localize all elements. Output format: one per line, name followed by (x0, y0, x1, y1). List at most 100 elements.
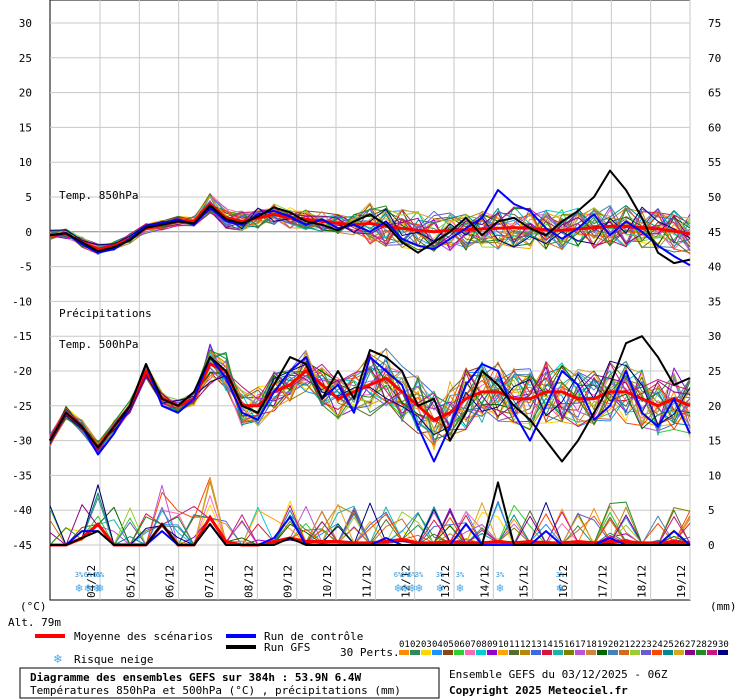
member-swatch (509, 650, 519, 655)
right-tick-label: 5 (708, 504, 715, 517)
member-swatch (553, 650, 563, 655)
left-tick-label: -15 (12, 330, 32, 343)
member-precip-line (50, 506, 691, 546)
snow-risk-percent: 6% (84, 571, 93, 579)
member-t850-line (49, 200, 691, 251)
member-swatch (520, 650, 530, 655)
member-swatch (421, 650, 431, 655)
member-swatch (586, 650, 596, 655)
member-number: 04 (432, 640, 443, 650)
date-label: 08/12 (242, 565, 255, 598)
member-precip-line (50, 477, 691, 546)
label-temp-500: Temp. 500hPa (59, 338, 138, 351)
member-number: 21 (619, 640, 630, 650)
date-label: 09/12 (282, 565, 295, 598)
member-swatch (641, 650, 651, 655)
member-number: 17 (575, 640, 586, 650)
member-number: 22 (630, 640, 641, 650)
member-swatch (410, 650, 420, 655)
snowflake-icon: ❄ (556, 581, 563, 595)
left-tick-label: 25 (19, 52, 32, 65)
snow-risk-percent: 3% (75, 571, 84, 579)
member-swatch (707, 650, 717, 655)
snow-risk-percent: 3% (556, 571, 565, 579)
snow-risk-percent: 3% (415, 571, 424, 579)
member-swatch (531, 650, 541, 655)
member-swatch (465, 650, 475, 655)
left-tick-label: -40 (12, 504, 32, 517)
left-tick-label: 5 (25, 191, 32, 204)
legend-control-label: Run de contrôle (264, 630, 363, 643)
right-tick-label: 60 (708, 121, 721, 134)
member-number: 10 (498, 640, 509, 650)
snowflake-icon: ❄ (53, 652, 62, 667)
title-box (19, 667, 440, 699)
left-tick-label: -5 (19, 261, 32, 274)
left-axis-ticks: 30 25 20 15 10 5 0 -5 -10 -15 -20 -25 -30 -35 -40 -45 (12, 17, 32, 552)
member-swatch (608, 650, 618, 655)
right-tick-label: 25 (708, 365, 721, 378)
series-t850-2 (49, 169, 691, 265)
legend-mean-label: Moyenne des scénarios (74, 630, 213, 643)
member-color-legend: 01 02 03 04 05 06 07 08 09 10 11 12 13 14 15 16 17 18 19 20… (399, 640, 729, 655)
member-swatch (432, 650, 442, 655)
member-number: 20 (608, 640, 619, 650)
snowflake-icon: ❄ (75, 581, 82, 595)
snowflake-icon: ❄ (394, 581, 401, 595)
legend-snow-label: Risque neige (74, 653, 153, 666)
member-number: 28 (696, 640, 707, 650)
member-swatch (619, 650, 629, 655)
member-number: 29 (707, 640, 718, 650)
member-swatch (443, 650, 453, 655)
member-precip-line (49, 500, 691, 546)
member-swatch (564, 650, 574, 655)
right-tick-label: 40 (708, 261, 721, 274)
left-tick-label: -25 (12, 400, 32, 413)
snow-risk-percent: 3% (436, 571, 445, 579)
member-swatch (487, 650, 497, 655)
member-number: 03 (421, 640, 432, 650)
legend: Moyenne des scénarios Run de contrôle Ru… (35, 630, 400, 667)
left-tick-label: -20 (12, 365, 32, 378)
left-tick-label: -10 (12, 295, 32, 308)
member-swatch (476, 650, 486, 655)
right-tick-label: 55 (708, 156, 721, 169)
member-number: 14 (542, 640, 553, 650)
snowflake-icon: ❄ (408, 581, 415, 595)
member-precip-line (50, 492, 691, 546)
main-series-lines (48, 169, 691, 547)
snow-risk-percent: 3% (456, 571, 465, 579)
date-label: 06/12 (164, 565, 177, 598)
date-label: 13/12 (439, 565, 452, 598)
altitude: Alt. 79m (8, 616, 61, 629)
left-tick-label: 0 (25, 226, 32, 239)
chart-title: Diagramme des ensembles GEFS sur 384h : … (30, 671, 362, 684)
grid (49, 0, 691, 601)
snow-risk-percent: 6% (408, 571, 417, 579)
member-number: 25 (663, 640, 674, 650)
member-t850-line (49, 203, 691, 248)
legend-gfs-label: Run GFS (264, 641, 310, 654)
right-tick-label: 10 (708, 469, 721, 482)
member-t500-line (49, 350, 691, 445)
member-precip-line (50, 478, 691, 546)
member-number: 11 (509, 640, 520, 650)
member-number: 06 (454, 640, 465, 650)
member-number: 01 (399, 640, 410, 650)
right-tick-label: 0 (708, 539, 715, 552)
snowflake-icon: ❄ (401, 581, 408, 595)
perts-count: 30 Perts. (340, 646, 400, 659)
snowflake-icon: ❄ (96, 581, 103, 595)
member-precip-line (50, 506, 691, 546)
right-tick-label: 15 (708, 435, 721, 448)
left-tick-label: 20 (19, 87, 32, 100)
left-tick-label: 30 (19, 17, 32, 30)
member-swatch (685, 650, 695, 655)
snowflake-icon: ❄ (456, 581, 463, 595)
member-number: 07 (465, 640, 476, 650)
member-number: 26 (674, 640, 685, 650)
date-label: 10/12 (321, 565, 334, 598)
right-tick-label: 35 (708, 295, 721, 308)
member-number: 02 (410, 640, 421, 650)
snow-risk-percent: 6% (394, 571, 403, 579)
